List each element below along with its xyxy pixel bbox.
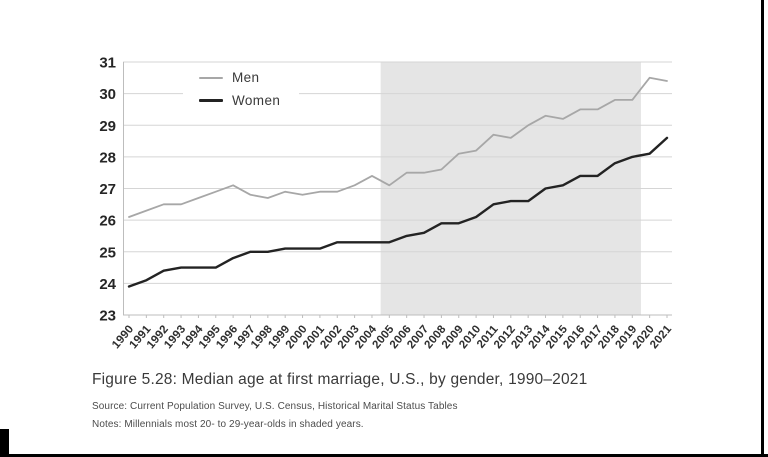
x-axis-ticks [128, 315, 668, 318]
y-tick-label: 23 [99, 308, 116, 325]
legend-item-men: Men [199, 70, 299, 85]
women-series-line [127, 136, 669, 288]
figure-notes: Notes: Millennials most 20- to 29-year-o… [92, 419, 364, 430]
y-tick-label: 30 [99, 86, 116, 103]
y-tick-label: 26 [99, 213, 116, 230]
bottom-edge-border-bar [0, 454, 768, 457]
chart-legend: Men Women [183, 63, 299, 115]
y-tick-label: 25 [99, 244, 116, 261]
x-axis-labels: 1990199119921993199419951996199719981999… [110, 323, 674, 351]
y-tick-label: 29 [99, 118, 116, 135]
y-tick-label: 31 [99, 55, 116, 72]
men-series-line [128, 76, 668, 218]
legend-item-women: Women [199, 93, 299, 108]
y-tick-label: 27 [99, 181, 116, 198]
figure-caption: Figure 5.28: Median age at first marriag… [92, 371, 588, 388]
women-line-swatch [199, 99, 223, 102]
men-line-swatch [199, 76, 223, 79]
bottom-left-corner-bar [0, 429, 9, 457]
figure-source: Source: Current Population Survey, U.S. … [92, 401, 458, 412]
legend-label-men: Men [232, 70, 260, 85]
y-tick-label: 28 [99, 149, 116, 166]
y-tick-label: 24 [99, 276, 116, 293]
y-axis-labels: 23 24 25 26 27 28 29 30 31 [99, 55, 116, 325]
legend-label-women: Women [232, 93, 281, 108]
right-edge-border-bar [761, 0, 764, 457]
